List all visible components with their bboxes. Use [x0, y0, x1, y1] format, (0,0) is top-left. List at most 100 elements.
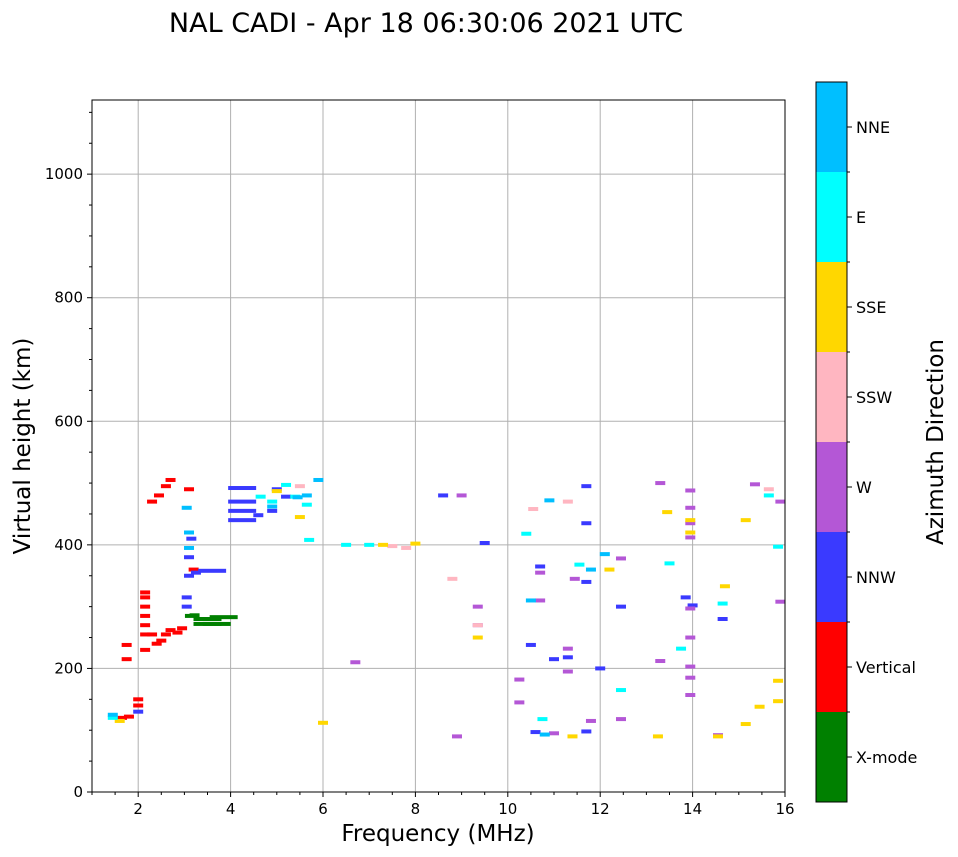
x-tick-label: 4	[226, 800, 236, 818]
colorbar-frame	[815, 81, 848, 803]
echo-point-nnw	[438, 493, 449, 498]
echo-point-w	[514, 677, 525, 682]
echo-point-sse	[740, 518, 751, 523]
echo-point-e	[304, 537, 315, 542]
echo-point-vertical	[160, 632, 171, 637]
colorbar-tick-label: SSW	[856, 388, 892, 407]
echo-point-vertical	[140, 647, 151, 652]
echo-point-w	[749, 482, 760, 487]
echo-point-vertical	[140, 623, 151, 628]
echo-point-w	[685, 675, 696, 680]
echo-point-nnw	[198, 568, 227, 573]
colorbar-tick-label: X-mode	[856, 748, 917, 767]
echo-point-sse	[472, 635, 483, 640]
echo-point-nne	[313, 477, 324, 482]
echo-point-w	[472, 604, 483, 609]
echo-point-ssw	[562, 499, 573, 504]
echo-point-nnw	[267, 508, 278, 513]
echo-point-sse	[773, 678, 784, 683]
grid-lines	[92, 100, 786, 792]
echo-point-nnw	[687, 603, 698, 608]
echo-point-w	[685, 606, 696, 611]
echo-point-w	[685, 488, 696, 493]
colorbar-segment	[816, 622, 847, 712]
colorbar-tick-label: NNE	[856, 118, 890, 137]
x-tick-label: 6	[318, 800, 328, 818]
echo-point-vertical	[151, 641, 162, 646]
colorbar-tick-label: Vertical	[856, 658, 916, 677]
echo-point-w	[562, 669, 573, 674]
echo-point-w	[685, 535, 696, 540]
echo-point-w	[685, 521, 696, 526]
echo-point-w	[685, 692, 696, 697]
echo-point-nne	[292, 495, 303, 500]
echo-point-w	[655, 659, 666, 664]
colorbar-tick-label: E	[856, 208, 866, 227]
echo-point-vertical	[140, 632, 151, 637]
echo-point-ssw	[387, 544, 398, 549]
colorbar-tick-label: W	[856, 478, 872, 497]
echo-point-sse	[652, 734, 663, 739]
echo-point-e	[676, 646, 687, 651]
y-tick-label: 200	[54, 659, 83, 677]
colorbar-tick-label: SSE	[856, 298, 886, 317]
echo-point-sse	[685, 518, 696, 523]
echo-point-e	[717, 601, 728, 606]
echo-point-nne	[525, 598, 536, 603]
echo-point-vertical	[121, 657, 132, 662]
echo-point-vertical	[188, 567, 199, 572]
echo-point-sse	[271, 489, 282, 494]
echo-point-nnw	[595, 666, 606, 671]
echo-point-w	[685, 664, 696, 669]
echo-point-nnw	[190, 570, 201, 575]
echo-point-nnw	[228, 486, 257, 491]
echo-point-vertical	[184, 487, 195, 492]
echo-point-nne	[599, 552, 610, 557]
echo-point-ssw	[472, 623, 483, 628]
echo-point-w	[655, 481, 666, 486]
echo-point-nne	[184, 545, 195, 550]
echo-point-w	[685, 505, 696, 510]
y-axis-ticks: 0 200 400 600 800 1000	[45, 111, 92, 801]
x-tick-label: 2	[133, 800, 143, 818]
chart-title: NAL CADI - Apr 18 06:30:06 2021 UTC	[169, 8, 683, 39]
echo-point-sse	[318, 720, 328, 725]
echo-point-nnw	[581, 484, 592, 489]
echo-point-vertical	[165, 628, 176, 633]
echo-point-e	[255, 494, 266, 499]
echo-point-e	[773, 544, 784, 549]
echo-point-vertical	[165, 477, 176, 482]
echo-point-w	[451, 734, 462, 739]
colorbar-segment	[816, 532, 847, 622]
echo-point-vertical	[140, 595, 151, 600]
echo-point-sse	[114, 718, 125, 723]
echo-point-sse	[754, 704, 765, 709]
colorbar: X-mode Vertical NNW W SSW SSE E NNE	[815, 81, 917, 803]
echo-point-e	[763, 493, 774, 498]
y-tick-label: 0	[73, 783, 83, 801]
echo-point-x-mode	[202, 621, 231, 626]
y-axis-label: Virtual height (km)	[10, 338, 36, 555]
echo-point-sse	[604, 567, 615, 572]
colorbar-segment	[816, 352, 847, 442]
x-tick-label: 10	[498, 800, 517, 818]
echo-point-w	[549, 731, 559, 736]
echo-point-w	[514, 700, 525, 705]
echo-point-e	[301, 502, 312, 507]
echo-point-x-mode	[209, 615, 238, 620]
y-tick-label: 600	[54, 412, 83, 430]
echo-point-ssw	[447, 576, 458, 581]
echo-point-sse	[378, 542, 389, 547]
echo-point-vertical	[117, 715, 128, 720]
echo-point-w	[562, 646, 573, 651]
echo-point-sse	[567, 734, 578, 739]
echo-point-ssw	[763, 487, 774, 492]
echo-point-nnw	[133, 709, 144, 714]
echo-point-vertical	[147, 499, 158, 504]
colorbar-segment	[816, 712, 847, 802]
plot-frame	[91, 99, 786, 793]
y-tick-label: 1000	[45, 165, 83, 183]
echo-point-nne	[181, 505, 192, 510]
echo-point-nnw	[186, 536, 197, 541]
